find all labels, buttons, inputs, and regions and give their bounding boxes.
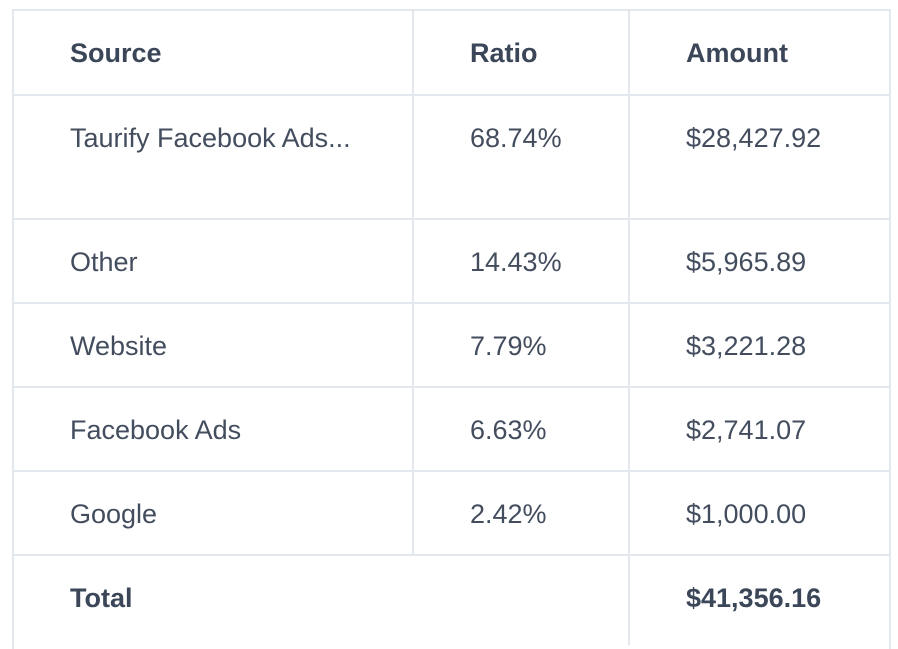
source-cell: Google: [14, 471, 414, 556]
amount-cell: $28,427.92: [629, 95, 889, 220]
ratio-cell: 68.74%: [413, 95, 630, 220]
header-row: Source Ratio Amount: [14, 11, 889, 96]
table-row: Other 14.43% $5,965.89: [14, 219, 889, 304]
column-header-amount: Amount: [629, 11, 889, 96]
source-cell: Other: [14, 219, 414, 304]
data-table: Source Ratio Amount Taurify Facebook Ads…: [14, 11, 889, 645]
amount-cell: $3,221.28: [629, 303, 889, 388]
table-row: Website 7.79% $3,221.28: [14, 303, 889, 388]
source-breakdown-table: Source Ratio Amount Taurify Facebook Ads…: [12, 9, 891, 649]
ratio-cell: 14.43%: [413, 219, 630, 304]
ratio-cell: 2.42%: [413, 471, 630, 556]
table-row: Facebook Ads 6.63% $2,741.07: [14, 387, 889, 472]
amount-cell: $5,965.89: [629, 219, 889, 304]
column-header-ratio: Ratio: [413, 11, 630, 96]
table-row: Google 2.42% $1,000.00: [14, 471, 889, 556]
total-amount: $41,356.16: [686, 583, 822, 613]
total-label: Total: [14, 555, 630, 645]
source-cell: Facebook Ads: [14, 387, 414, 472]
amount-cell: $1,000.00: [629, 471, 889, 556]
ratio-cell: 7.79%: [413, 303, 630, 388]
source-cell: Website: [14, 303, 414, 388]
amount-cell: $2,741.07: [629, 387, 889, 472]
total-row: Total $41,356.16: [14, 555, 889, 645]
column-header-source: Source: [14, 11, 414, 96]
ratio-cell: 6.63%: [413, 387, 630, 472]
source-cell: Taurify Facebook Ads...: [14, 95, 414, 220]
table-row: Taurify Facebook Ads... 68.74% $28,427.9…: [14, 95, 889, 220]
